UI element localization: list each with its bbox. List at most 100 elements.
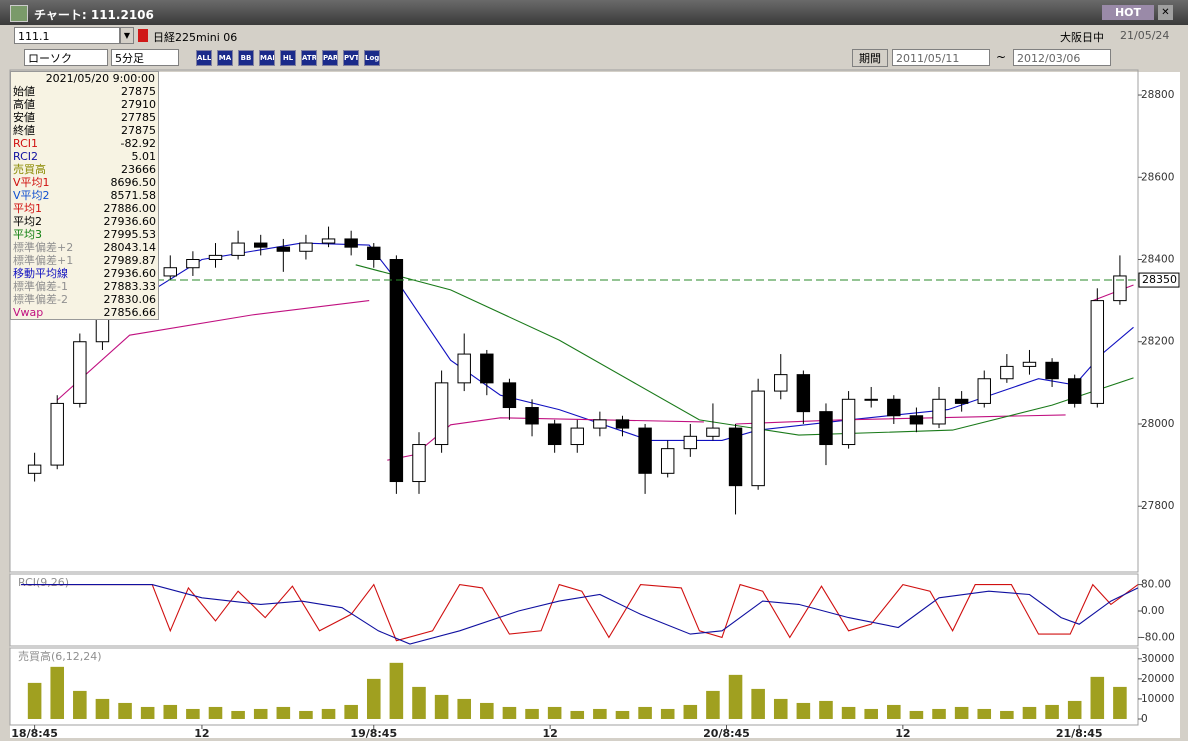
y-tick-label: 10000 <box>1141 693 1174 705</box>
toolbar-icon[interactable]: ATR <box>301 50 317 66</box>
toolbar-icon[interactable]: HL <box>280 50 296 66</box>
x-tick-label: 19/8:45 <box>350 727 397 740</box>
candle-body <box>1113 275 1127 302</box>
info-label: RCI2 <box>13 150 39 163</box>
toolbar-icons: ALL MA BB MAE HL ATR PARA PVT Log <box>196 50 380 66</box>
candle-body <box>1090 300 1105 404</box>
toolbar-icon[interactable]: MA <box>217 50 233 66</box>
info-value: 27830.06 <box>103 293 157 306</box>
info-value: 8571.58 <box>110 189 157 202</box>
candle-body <box>434 382 449 446</box>
candle-body <box>27 464 42 474</box>
info-datetime: 2021/05/20 9:00:00 <box>45 72 155 85</box>
volume-bar <box>321 708 336 719</box>
volume-bar <box>887 704 901 719</box>
info-value: 27875 <box>121 85 156 98</box>
info-value: 28043.14 <box>103 241 157 254</box>
chart-kind-select[interactable]: ローソク <box>24 49 108 66</box>
toolbar-icon[interactable]: Log <box>364 50 380 66</box>
info-row: 終値 27875 <box>11 124 158 137</box>
volume-bar <box>253 708 268 719</box>
chart-background <box>10 72 1180 738</box>
code-input[interactable]: 111.1 <box>14 27 120 44</box>
candle-body <box>1000 365 1014 380</box>
toolbar-icon[interactable]: PVT <box>343 50 359 66</box>
candle-body <box>525 407 539 425</box>
volume-bar <box>1045 704 1059 719</box>
candle-body <box>683 435 698 450</box>
info-label: RCI1 <box>13 137 39 150</box>
last-price-label: 28350 <box>1142 273 1177 286</box>
info-value: 27936.60 <box>103 215 157 228</box>
info-value: 27856.66 <box>103 306 157 319</box>
y-tick-label: 30000 <box>1141 653 1174 665</box>
info-row: 標準偏差-2 27830.06 <box>11 293 158 306</box>
to-date[interactable]: 2012/03/06 <box>1013 49 1111 66</box>
y-tick-label: -80.00 <box>1141 631 1175 643</box>
volume-bar <box>276 706 291 719</box>
info-label: 売買高 <box>13 163 46 176</box>
volume-bar <box>773 698 788 719</box>
window-title: チャート: 111.2106 <box>34 8 154 22</box>
info-label: 移動平均線 <box>13 267 68 280</box>
hot-button[interactable]: HOT <box>1102 5 1154 20</box>
volume-bar <box>615 710 630 719</box>
volume-bar <box>412 686 426 719</box>
candle-body <box>344 238 358 248</box>
panel-frame <box>9 69 1139 573</box>
indicator-line <box>56 284 1134 461</box>
panel-frame <box>9 647 1139 726</box>
instrument-name: 日経225mini 06 <box>153 31 238 44</box>
y-tick-label: 28400 <box>1141 254 1174 266</box>
info-label: 平均2 <box>13 215 42 228</box>
app-icon <box>10 5 28 22</box>
toolbar-icon[interactable]: ALL <box>196 50 212 66</box>
volume-bar <box>299 710 313 719</box>
info-value: 23666 <box>121 163 156 176</box>
y-tick-label: 28200 <box>1141 336 1174 348</box>
volume-bar <box>366 678 381 719</box>
candle-body <box>457 353 471 384</box>
volume-bar <box>570 710 585 719</box>
candle-body <box>593 419 607 429</box>
close-button[interactable]: ✕ <box>1158 5 1173 20</box>
info-row: V平均1 8696.50 <box>11 176 158 189</box>
volume-bar <box>547 706 562 719</box>
x-tick-label: 21/8:45 <box>1056 727 1103 740</box>
candle-body <box>389 259 404 483</box>
panel-label: 売買高(6,12,24) <box>18 649 102 663</box>
candle-body <box>887 398 901 417</box>
panel-label: RCI(9,26) <box>18 576 69 589</box>
code-dropdown[interactable]: ▼ <box>120 27 134 44</box>
y-tick-label: 0 <box>1141 713 1148 725</box>
y-tick-label: 80.00 <box>1141 579 1171 591</box>
candle-body <box>1022 361 1037 367</box>
candle-body <box>864 398 878 401</box>
from-date[interactable]: 2011/05/11 <box>892 49 990 66</box>
period-button[interactable]: 期間 <box>852 49 888 67</box>
volume-bar <box>932 708 946 719</box>
y-tick-label: 28000 <box>1141 418 1174 430</box>
toolbar-icon[interactable]: PARA <box>322 50 338 66</box>
color-tag <box>138 29 148 42</box>
volume-bar <box>660 708 675 719</box>
volume-bar <box>389 662 404 719</box>
volume-bar <box>751 688 765 719</box>
info-row: 標準偏差-1 27883.33 <box>11 280 158 293</box>
info-row: 平均2 27936.60 <box>11 215 158 228</box>
indicator-line <box>21 583 1139 642</box>
volume-bar <box>977 708 992 719</box>
candle-body <box>253 242 268 248</box>
volume-bar <box>593 708 607 719</box>
indicator-line <box>21 584 1139 645</box>
candle-body <box>480 353 494 384</box>
interval-select[interactable]: 5分足 <box>111 49 179 66</box>
volume-bar <box>525 708 539 719</box>
candle-body <box>819 411 833 446</box>
volume-bar <box>796 702 811 719</box>
toolbar-icon[interactable]: BB <box>238 50 254 66</box>
candle-body <box>321 238 336 244</box>
toolbar-icon[interactable]: MAE <box>259 50 275 66</box>
info-label: 標準偏差+1 <box>13 254 74 267</box>
